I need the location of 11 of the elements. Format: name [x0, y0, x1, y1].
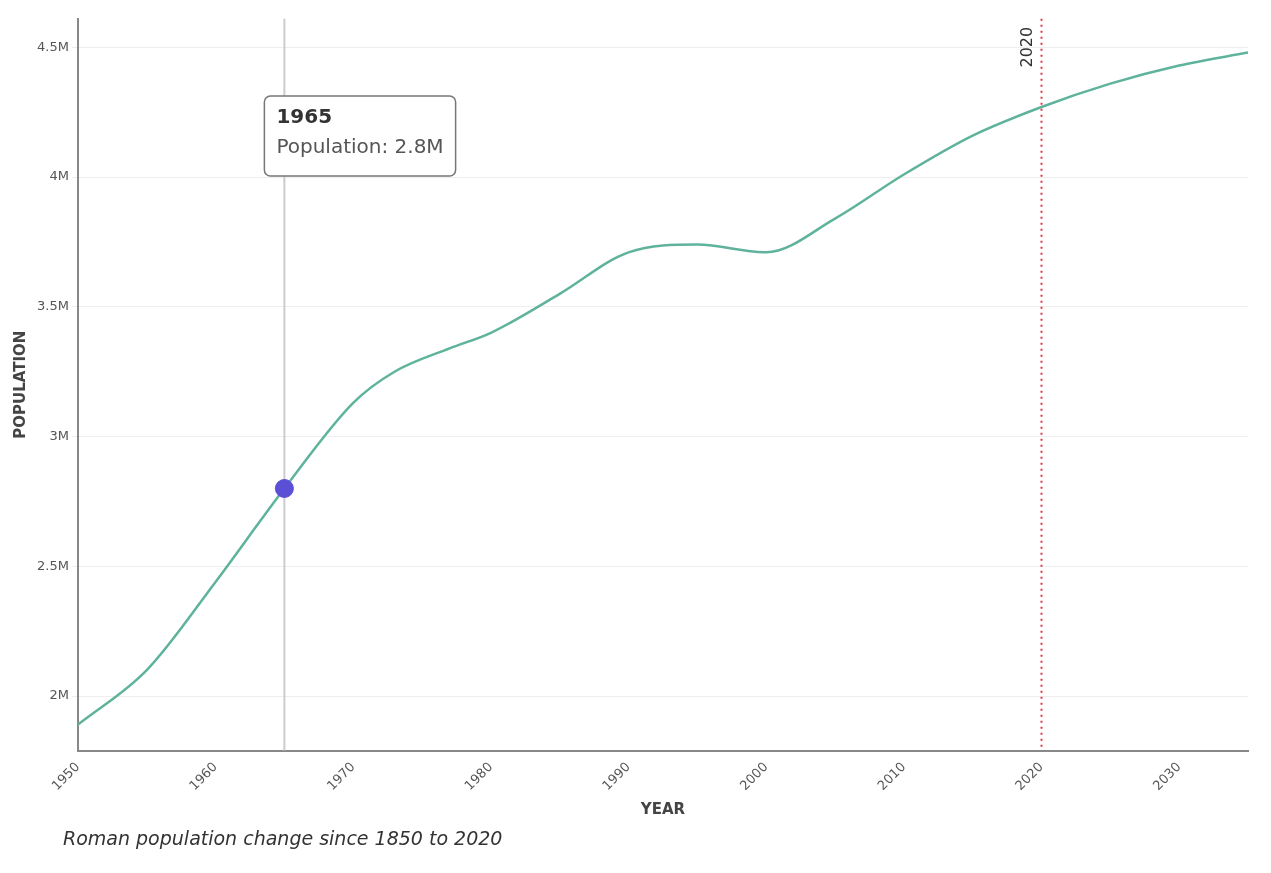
text: Roman population change since 1850 to 2020 [63, 827, 504, 849]
y-tick-label: 2M [49, 687, 69, 703]
y-axis-title: POPULATION [10, 330, 29, 439]
y-tick-label: 4.5M [37, 38, 69, 54]
annotation: 1965 Population: 2.8M [276, 104, 444, 159]
ref-line-label: 2020 [1016, 26, 1036, 68]
y-tick-label: 4M [49, 168, 69, 184]
x-axis-title: YEAR [639, 799, 686, 818]
y-tick-label: 2.5M [37, 557, 69, 573]
y-tick-label: 3.5M [37, 298, 69, 314]
y-tick-label: 3M [49, 427, 69, 443]
